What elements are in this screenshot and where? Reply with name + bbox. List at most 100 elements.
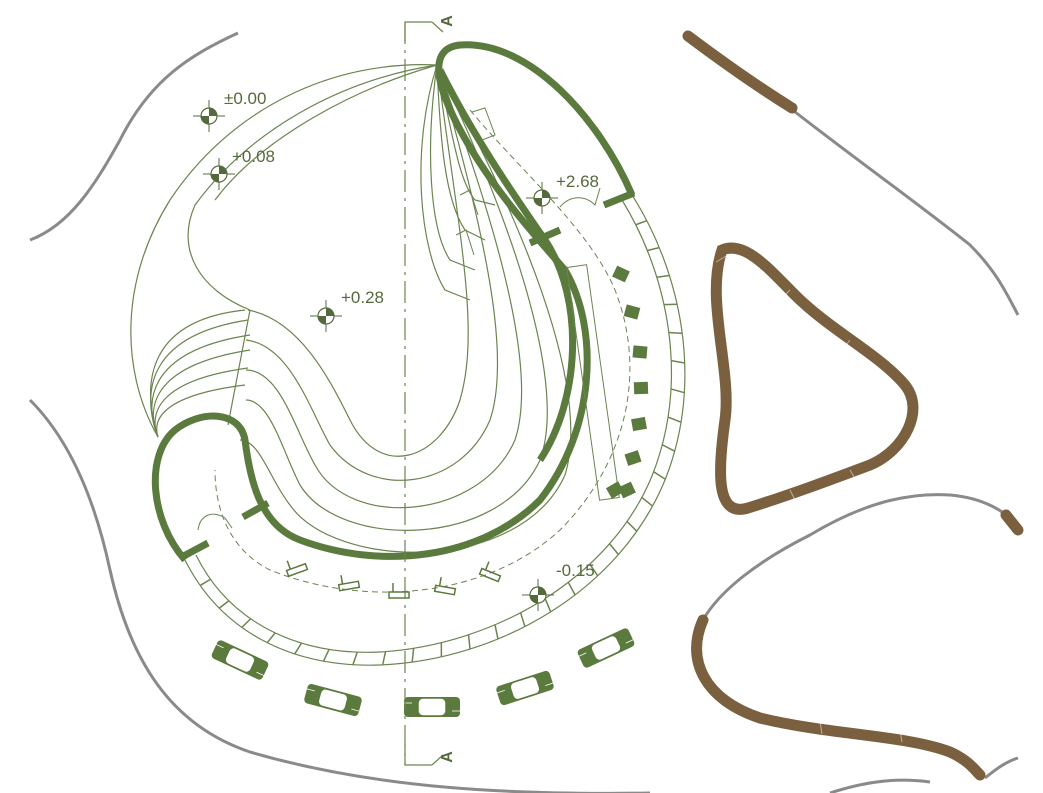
mullion [199,578,211,587]
level-marker-4: -0.15 [522,561,595,611]
section-cap-bottom [404,745,432,766]
chair [612,265,630,283]
contour-bottom-right [829,778,931,793]
facade-inner [195,199,672,653]
ramp-step [459,189,479,216]
hedge-right-edge [1000,509,1024,536]
level-symbol-icon [310,300,342,332]
chair [618,481,636,499]
facade [184,194,686,666]
hedge-joint [899,729,903,743]
mullion [670,388,685,394]
contour-right-top [789,106,1020,316]
inner-ramp-3 [245,64,523,509]
mullion [294,642,303,655]
section-label-top: A [439,15,456,27]
level-label: +0.08 [232,147,275,166]
contour-top-left [29,31,239,242]
bench [433,577,457,596]
level-label: +0.28 [341,288,384,307]
mullion [411,648,415,663]
bench [478,561,502,583]
chair [631,416,647,432]
level-marker-1: +0.08 [203,147,275,190]
hedge-joint [789,489,796,501]
mullion [635,220,648,226]
contour-corner [984,756,1019,780]
lounger [304,683,362,717]
hedge-bottom-right [691,614,986,781]
fan-left-6 [156,384,246,438]
bench [388,583,410,599]
mullion [668,331,683,335]
fan-right-2 [429,64,476,271]
mullion [467,634,471,650]
lounger [404,697,460,717]
wall-stub-mid [528,226,562,247]
lounger [211,640,269,680]
level-marker-3: +2.68 [526,172,599,214]
wall-stub-top [602,189,636,209]
mullion [544,598,552,613]
mullion [266,632,276,644]
mullion [671,359,685,364]
inner-ramp-5 [239,64,572,553]
door-swings [197,187,601,531]
chair [605,481,625,499]
chair [633,381,649,395]
hedge-joint [715,254,729,263]
inner-ramp-4 [245,64,548,531]
interior-chairs [605,265,649,499]
level-marker-2: +0.28 [310,288,384,332]
dome-line-3 [214,64,438,201]
level-marker-0: ±0.00 [193,89,266,132]
hedge-top-right [682,30,798,114]
mullion [608,543,620,556]
fan-right-1 [420,64,471,301]
lounger [496,670,554,706]
level-label: ±0.00 [224,89,266,108]
bench [285,560,309,578]
dashed-inner-ring [214,109,631,593]
hedge-joint [819,721,823,735]
level-label: +2.68 [556,172,599,191]
chair [624,450,642,466]
section-cap-top [404,21,432,42]
mullion [322,649,330,662]
mullion [241,618,252,628]
interior-bench [566,264,620,501]
hedges [682,30,1024,781]
inner-ramp-1 [247,64,469,457]
lounger [577,628,635,668]
ramp-step [471,107,496,141]
bench [337,575,361,592]
facade-outer [184,194,686,666]
section-line [404,21,444,766]
mullion [589,563,599,577]
hedge-joints [715,254,903,743]
fan-left-5 [154,367,249,438]
chair [623,304,641,320]
section-arrow-top [431,21,444,33]
wall-stubs [178,189,636,562]
hedge-joint [849,469,857,481]
hedge-joint [779,289,791,301]
mullion [641,496,654,507]
roof-fan-lines [130,64,572,553]
level-label: -0.15 [556,561,595,580]
mullion [626,520,638,532]
level-symbol-icon [522,579,554,611]
wall-stub-left [241,499,270,521]
ramp-step [455,229,475,256]
exterior-loungers [211,628,635,717]
mullion [218,600,230,609]
contour-right-mid [701,493,1020,621]
door-swing [197,513,233,531]
level-symbol-icon [526,182,558,214]
interior-benches [285,560,502,599]
hedge-joint [841,339,851,351]
level-symbol-icon [203,158,235,190]
mullion [656,274,670,278]
section-label-bottom: A [439,751,456,763]
